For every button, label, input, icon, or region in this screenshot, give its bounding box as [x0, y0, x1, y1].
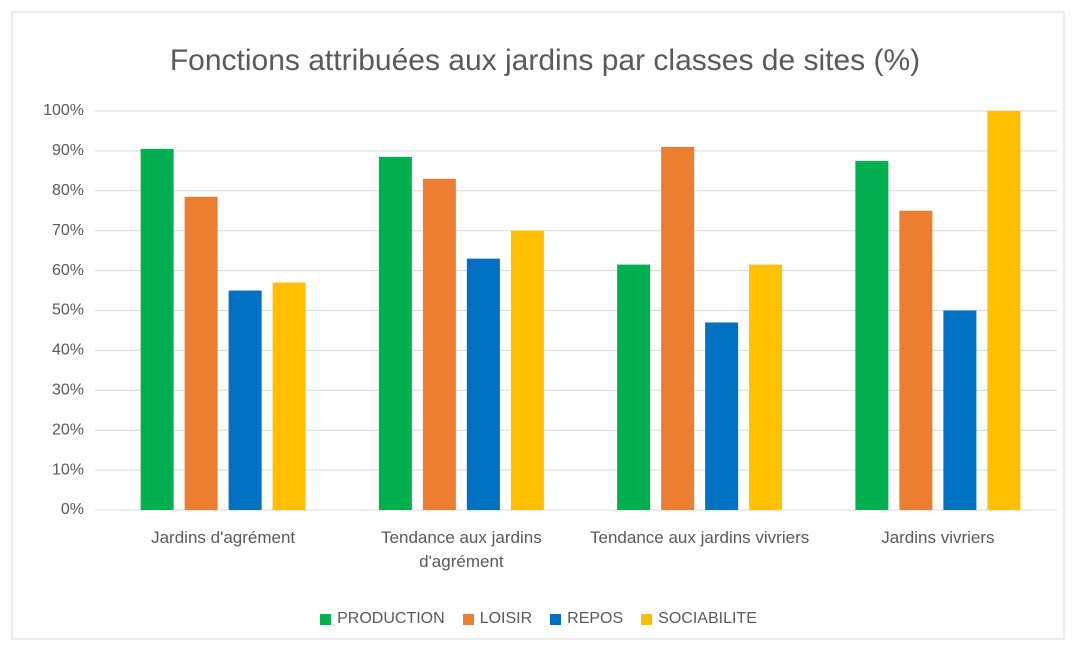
legend-swatch	[550, 613, 562, 625]
bar	[749, 264, 783, 510]
legend-label: REPOS	[567, 610, 624, 627]
x-tick-label: Jardins vivriers	[881, 528, 995, 547]
legend-label: SOCIABILITE	[658, 610, 757, 627]
bar	[140, 148, 174, 510]
bar	[272, 282, 306, 510]
y-tick-label: 10%	[52, 461, 84, 478]
bar	[899, 210, 933, 510]
y-tick-label: 70%	[52, 222, 84, 239]
y-tick-label: 20%	[52, 421, 84, 438]
x-tick-label: Tendance aux jardins d'agrément	[381, 528, 542, 571]
y-tick-label: 100%	[43, 102, 84, 119]
chart-title: Fonctions attribuées aux jardins par cla…	[170, 44, 920, 77]
y-tick-label: 90%	[52, 142, 84, 159]
legend-swatch	[320, 613, 332, 625]
y-tick-label: 40%	[52, 342, 84, 359]
bar	[228, 290, 262, 510]
legend-swatch	[641, 613, 653, 625]
bar	[987, 111, 1021, 510]
legend-item: REPOS	[550, 610, 623, 628]
legend-item: LOISIR	[462, 610, 533, 628]
chart-border	[11, 11, 1065, 640]
y-tick-label: 30%	[52, 382, 84, 399]
y-tick-label: 0%	[61, 501, 84, 518]
bar	[510, 230, 544, 510]
legend-swatch	[462, 613, 474, 625]
x-tick-label: Jardins d'agrément	[151, 528, 296, 547]
y-tick-label: 80%	[52, 182, 84, 199]
legend-item: PRODUCTION	[320, 610, 445, 628]
legend-item: SOCIABILITE	[641, 610, 757, 628]
bar	[422, 178, 456, 510]
bar	[661, 146, 695, 510]
y-tick-label: 50%	[52, 302, 84, 319]
bar	[378, 156, 412, 510]
legend-label: LOISIR	[479, 610, 533, 627]
bar	[855, 160, 889, 510]
bar	[705, 322, 739, 510]
x-tick-label: Tendance aux jardins vivriers	[590, 528, 810, 547]
legend: PRODUCTION LOISIR REPOS SOCIABILITE	[0, 610, 1077, 628]
bar	[617, 264, 651, 510]
y-tick-label: 60%	[52, 262, 84, 279]
bar	[466, 258, 500, 510]
bar	[184, 196, 218, 510]
legend-label: PRODUCTION	[337, 610, 445, 627]
bar	[943, 310, 977, 510]
